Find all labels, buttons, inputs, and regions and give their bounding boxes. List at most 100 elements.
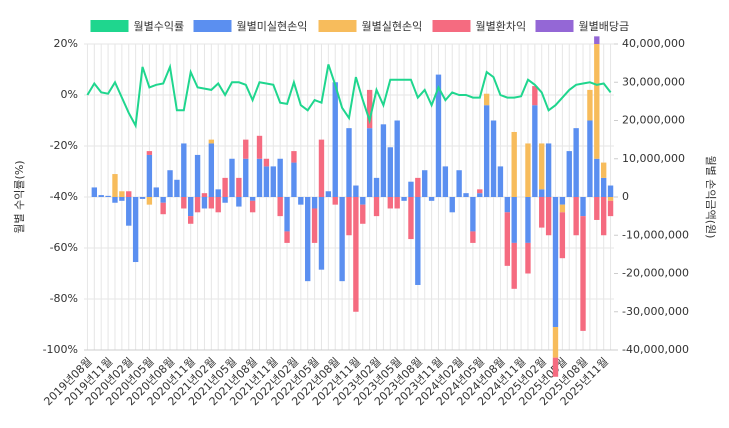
bar [353,185,359,197]
bar [236,197,242,207]
y-tick-label: 20% [54,37,78,50]
line [86,63,612,129]
bar [229,158,235,197]
legend-label: 월별수익률 [134,20,185,33]
bar [552,357,559,377]
bar [139,197,146,199]
bar [215,197,221,213]
bar [284,197,290,232]
bar [456,170,462,197]
bar [490,120,497,197]
bar [442,166,449,197]
bar [311,208,318,243]
bar [532,86,538,106]
bar [470,231,476,243]
bar [318,139,325,197]
bar [380,124,387,197]
bar [545,197,552,236]
bar [236,177,242,197]
bar [566,151,572,197]
bar [552,197,559,328]
bar [525,143,531,197]
bar [263,158,270,167]
bar [504,197,510,213]
bar [222,197,228,203]
legend-swatch [318,20,357,32]
bar [249,197,256,201]
bar [594,158,600,197]
bar [153,187,159,197]
bar [435,74,442,197]
bar [394,197,400,209]
bar [291,151,297,163]
bar [587,120,593,197]
legend-label: 월별배당금 [579,20,630,33]
bar [332,82,338,197]
bar [545,143,552,197]
bar [146,154,153,197]
bar [401,197,407,201]
bar [263,166,270,197]
y2-tick-label: -40,000,000 [622,343,689,356]
bar [270,166,276,197]
bar [194,197,201,213]
bar [580,216,586,331]
bar [394,120,400,197]
bar [607,185,614,197]
bar [600,197,607,236]
bar [298,197,304,205]
bar [360,204,366,224]
y2-tick-label: -30,000,000 [622,305,689,318]
y-tick-label: -60% [50,241,78,254]
y2-tick-label: -10,000,000 [622,228,689,241]
y2-tick-label: -20,000,000 [622,267,689,280]
bar [573,197,579,236]
bar [511,197,517,243]
bar [243,158,249,197]
bar [160,197,166,203]
y-tick-label: -80% [50,292,78,305]
bar [146,197,153,205]
bar [167,170,173,197]
legend-label: 월별환차익 [476,20,527,33]
bar [105,195,111,197]
bar [119,191,125,197]
bar [208,139,215,144]
bar [373,177,380,197]
bar [201,197,208,209]
bar [532,105,538,197]
legend-swatch [432,20,471,32]
bar [415,177,421,197]
bar [600,177,607,197]
bar [477,189,483,194]
bar [277,197,283,217]
bar [339,197,345,282]
y-tick-label: -100% [43,343,78,356]
bar [126,197,132,226]
bar [525,242,531,274]
bar [497,166,504,197]
bar [353,197,359,312]
bar [539,197,545,228]
bar [559,204,566,213]
bar [181,143,187,197]
bar [243,139,249,159]
bar [346,197,352,236]
bar [428,197,435,201]
bar [600,162,607,178]
bar [539,143,545,190]
bar [366,128,373,197]
bar [174,179,180,197]
bar [256,158,263,197]
bar [291,162,297,197]
bar [208,143,215,197]
bar [408,181,414,197]
bar [594,44,600,159]
bar [112,174,118,197]
bar [552,327,559,358]
bar [373,197,380,217]
y2-axis-title: 월별 손익금액(원) [704,156,717,239]
y2-tick-label: 30,000,000 [622,75,685,88]
bar [477,193,483,197]
bar [387,147,393,197]
